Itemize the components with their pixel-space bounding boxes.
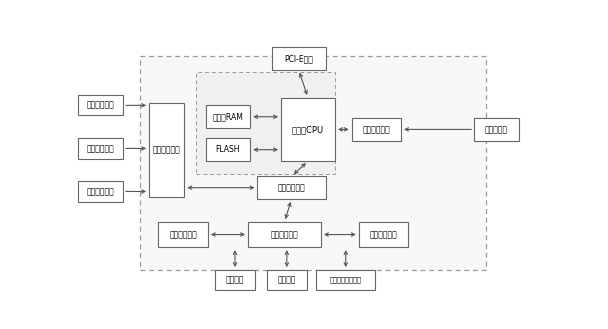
Bar bbox=[78, 95, 123, 115]
Bar bbox=[316, 270, 375, 290]
Text: 激发控制电路: 激发控制电路 bbox=[370, 230, 398, 239]
Text: 卫星控制电路: 卫星控制电路 bbox=[169, 230, 197, 239]
Text: 智能机RAM: 智能机RAM bbox=[213, 112, 243, 121]
Text: 板卡电源接口: 板卡电源接口 bbox=[362, 125, 390, 134]
Text: 自毁机构: 自毁机构 bbox=[278, 276, 296, 285]
Bar bbox=[272, 47, 326, 70]
Text: 涉密主机电源控制: 涉密主机电源控制 bbox=[330, 277, 362, 284]
Text: 外接接口总线: 外接接口总线 bbox=[153, 145, 181, 154]
Bar bbox=[281, 98, 335, 161]
Text: 人像识别设备: 人像识别设备 bbox=[87, 101, 115, 110]
Bar bbox=[78, 138, 123, 159]
Bar bbox=[159, 222, 208, 247]
Bar bbox=[257, 176, 326, 199]
Text: 锂电池模组: 锂电池模组 bbox=[485, 125, 508, 134]
Bar bbox=[267, 270, 307, 290]
Text: 指纹识别设备: 指纹识别设备 bbox=[87, 144, 115, 153]
Bar bbox=[215, 270, 255, 290]
Bar bbox=[351, 118, 401, 141]
Bar bbox=[140, 56, 486, 270]
Bar bbox=[78, 181, 123, 202]
Bar bbox=[359, 222, 408, 247]
Text: 故障控制电路: 故障控制电路 bbox=[271, 230, 299, 239]
Bar bbox=[196, 72, 335, 174]
Text: 智能机CPU: 智能机CPU bbox=[292, 125, 324, 134]
Text: 其他各类设备: 其他各类设备 bbox=[87, 187, 115, 196]
Bar bbox=[474, 118, 519, 141]
Text: PCI-E总线: PCI-E总线 bbox=[284, 54, 313, 63]
Text: 容灾机构: 容灾机构 bbox=[226, 276, 244, 285]
Bar bbox=[248, 222, 321, 247]
Bar bbox=[149, 103, 184, 196]
Bar bbox=[206, 138, 250, 161]
Bar bbox=[206, 105, 250, 128]
Text: FLASH: FLASH bbox=[216, 145, 240, 154]
Text: 板内总线接口: 板内总线接口 bbox=[278, 183, 305, 192]
